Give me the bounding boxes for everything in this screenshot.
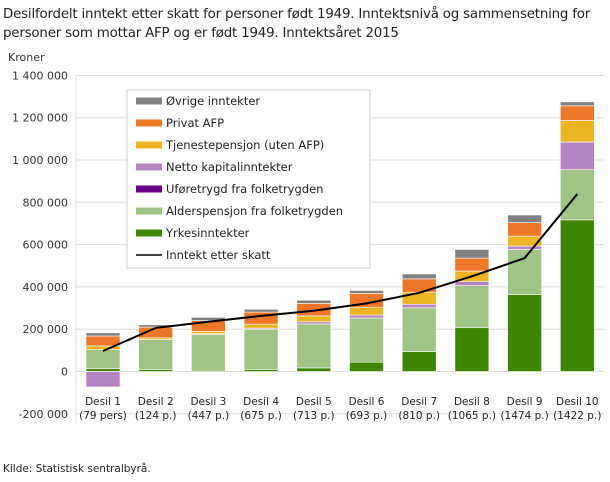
- x-tick-label: Desil 1: [85, 396, 121, 408]
- bar-segment-yrkesinntekter: [507, 294, 542, 372]
- legend-box: [126, 89, 371, 269]
- bar-segment-yrkesinntekter: [454, 327, 490, 372]
- bar-segment-alderspensjon-fra-folketrygden: [401, 307, 437, 352]
- bar-segment-alderspensjon-fra-folketrygden: [296, 323, 332, 369]
- chart-title: Desilfordelt inntekt etter skatt for per…: [3, 7, 591, 41]
- x-tick-sublabel: (675 p.): [240, 410, 282, 422]
- bar-segment-yrkesinntekter: [243, 369, 279, 372]
- x-tick-label: Desil 9: [507, 396, 543, 408]
- x-tick-label: Desil 10: [556, 396, 599, 408]
- bar-segment-alderspensjon-fra-folketrygden: [85, 349, 121, 370]
- x-tick-sublabel: (810 p.): [398, 410, 440, 422]
- bar-segment-netto-kapitalinntekter: [559, 141, 595, 171]
- y-tick-label: 0: [61, 366, 68, 379]
- legend-label: Inntekt etter skatt: [166, 248, 271, 262]
- bar-segment-øvrige-inntekter: [559, 101, 595, 107]
- x-tick-label: Desil 5: [296, 396, 332, 408]
- bar-segment-øvrige-inntekter: [349, 290, 384, 294]
- legend-swatch: [136, 229, 162, 237]
- bar-segment-tjenestepensjon-uten-afp-: [296, 315, 332, 323]
- bar-segment-øvrige-inntekter: [507, 214, 542, 223]
- bar-segment-tjenestepensjon-uten-afp-: [559, 120, 595, 143]
- bar-segment-alderspensjon-fra-folketrygden: [349, 317, 384, 363]
- bar-segment-netto-kapitalinntekter: [401, 303, 437, 309]
- bar-segment-øvrige-inntekter: [401, 273, 437, 280]
- y-tick-label: 800 000: [23, 196, 69, 209]
- bar-segment-øvrige-inntekter: [243, 309, 279, 313]
- x-tick-label: Desil 6: [349, 396, 385, 408]
- x-tick-label: Desil 8: [454, 396, 490, 408]
- legend-label: Yrkesinntekter: [165, 226, 250, 240]
- legend-label: Privat AFP: [166, 116, 224, 130]
- bar-segment-yrkesinntekter: [296, 367, 332, 372]
- legend-swatch: [136, 141, 162, 149]
- bar-segment-øvrige-inntekter: [296, 299, 332, 304]
- legend-label: Alderspensjon fra folketrygden: [166, 204, 343, 218]
- x-tick-sublabel: (1422 p.): [553, 410, 601, 422]
- x-tick-label: Desil 2: [138, 396, 174, 408]
- legend-swatch: [136, 207, 162, 215]
- bar-segment-yrkesinntekter: [138, 369, 173, 372]
- bar-segment-privat-afp: [559, 105, 595, 121]
- y-tick-label: 1 000 000: [12, 154, 68, 167]
- x-tick-sublabel: (124 p.): [135, 410, 177, 422]
- x-tick-sublabel: (713 p.): [293, 410, 335, 422]
- legend-swatch: [136, 97, 162, 105]
- x-tick-sublabel: (1065 p.): [448, 410, 496, 422]
- bar-segment-privat-afp: [507, 222, 542, 237]
- y-axis-label: Kroner: [8, 51, 45, 64]
- bar-segment-netto-kapitalinntekter: [349, 314, 384, 319]
- legend-label: Tjenestepensjon (uten AFP): [165, 138, 324, 152]
- bar-segment-alderspensjon-fra-folketrygden: [507, 249, 542, 295]
- bar-segment-alderspensjon-fra-folketrygden: [191, 334, 226, 371]
- y-tick-label: 200 000: [23, 323, 69, 336]
- legend-swatch: [136, 119, 162, 127]
- legend-label: Øvrige inntekter: [166, 94, 260, 108]
- bar-segment-tjenestepensjon-uten-afp-: [191, 331, 226, 334]
- bar-segment-netto-kapitalinntekter: [507, 245, 542, 250]
- legend-swatch: [136, 163, 162, 171]
- source-note: Kilde: Statistisk sentralbyrå.: [3, 463, 151, 475]
- bar-segment-alderspensjon-fra-folketrygden: [454, 285, 490, 329]
- bar-segment-øvrige-inntekter: [454, 249, 490, 259]
- bar-segment-yrkesinntekter: [349, 361, 384, 372]
- bar-segment-yrkesinntekter: [401, 351, 437, 372]
- y-tick-label: 1 400 000: [12, 69, 68, 82]
- x-tick-label: Desil 7: [401, 396, 437, 408]
- legend-label: Netto kapitalinntekter: [166, 160, 293, 174]
- y-tick-label: -200 000: [19, 408, 68, 421]
- x-tick-sublabel: (447 p.): [188, 410, 230, 422]
- bar-segment-netto-kapitalinntekter: [296, 321, 332, 325]
- x-tick-label: Desil 3: [190, 396, 226, 408]
- x-tick-label: Desil 4: [243, 396, 279, 408]
- bar-segment-tjenestepensjon-uten-afp-: [349, 306, 384, 316]
- x-tick-sublabel: (693 p.): [346, 410, 388, 422]
- bar-segment-privat-afp: [85, 335, 121, 347]
- bar-segment-netto-kapitalinntekter: [85, 371, 121, 388]
- bar-segment-alderspensjon-fra-folketrygden: [138, 339, 173, 370]
- bar-segment-tjenestepensjon-uten-afp-: [401, 291, 437, 305]
- x-tick-sublabel: (79 pers): [79, 410, 127, 422]
- y-tick-label: 600 000: [23, 239, 69, 252]
- bar-segment-privat-afp: [454, 257, 490, 272]
- bar-segment-tjenestepensjon-uten-afp-: [243, 323, 279, 329]
- bar-segment-yrkesinntekter: [559, 219, 595, 372]
- x-tick-sublabel: (1474 p.): [500, 410, 548, 422]
- legend-swatch: [136, 185, 162, 193]
- legend-label: Uføretrygd fra folketrygden: [166, 182, 323, 196]
- bar-segment-øvrige-inntekter: [85, 332, 121, 337]
- bar-segment-alderspensjon-fra-folketrygden: [243, 328, 279, 370]
- bar-segment-privat-afp: [401, 278, 437, 293]
- y-tick-label: 400 000: [23, 281, 69, 294]
- bar-segment-netto-kapitalinntekter: [454, 281, 490, 286]
- bar-segment-yrkesinntekter: [85, 368, 121, 372]
- y-tick-label: 1 200 000: [12, 112, 68, 125]
- line-inntekt-etter-skatt: [102, 193, 579, 352]
